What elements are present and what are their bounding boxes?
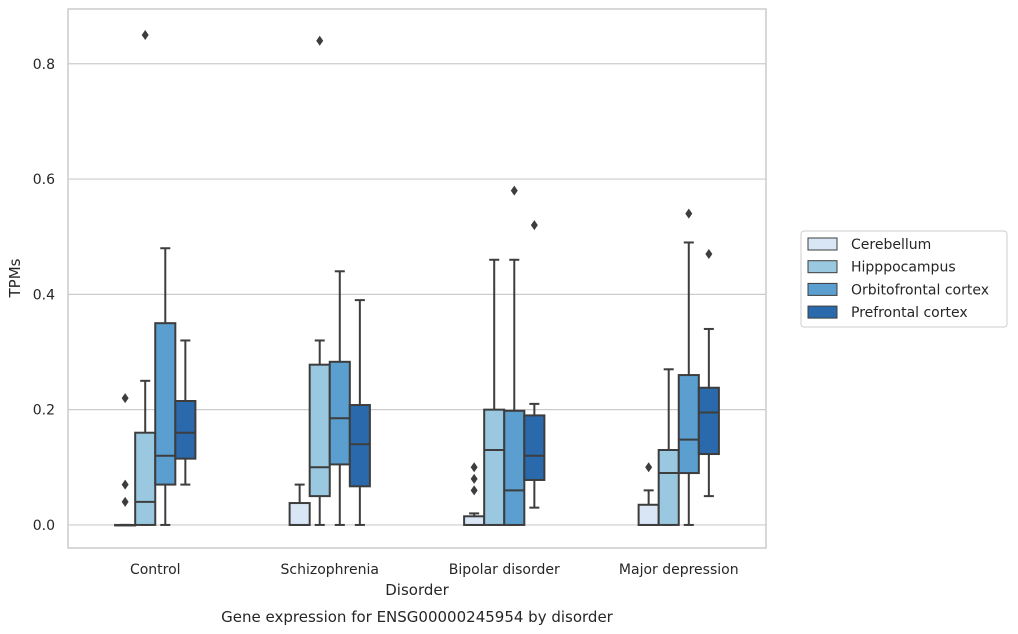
box-iqr bbox=[657, 449, 680, 526]
legend-label: Orbitofrontal cortex bbox=[851, 282, 989, 298]
box-cerebellum bbox=[288, 483, 311, 526]
box-iqr bbox=[288, 502, 311, 526]
legend-swatch bbox=[807, 305, 838, 319]
box-iqr bbox=[308, 363, 331, 498]
y-tick-labels: 0.0 0.2 0.4 0.6 0.8 bbox=[33, 57, 55, 534]
legend-swatch bbox=[807, 237, 838, 251]
box-hipppocampus bbox=[483, 258, 506, 526]
box-iqr bbox=[483, 408, 506, 526]
box-iqr bbox=[523, 414, 546, 481]
box-iqr bbox=[154, 322, 177, 486]
outlier-point bbox=[121, 479, 129, 490]
y-tick-label: 0.4 bbox=[33, 287, 55, 303]
box-prefrontal-cortex bbox=[348, 299, 371, 526]
legend-label: Hipppocampus bbox=[851, 260, 956, 276]
box-prefrontal-cortex bbox=[174, 339, 197, 486]
legend-frame bbox=[800, 230, 1008, 328]
legend: Cerebellum Hipppocampus Orbitofrontal cort… bbox=[800, 230, 1008, 328]
outlier-point bbox=[705, 249, 713, 259]
outlier-point bbox=[141, 29, 149, 40]
legend-label: Cerebellum bbox=[851, 237, 931, 253]
y-tick-label: 0.6 bbox=[33, 172, 55, 188]
x-tick-label: Control bbox=[130, 562, 181, 578]
outlier-point bbox=[685, 208, 693, 219]
outlier-point bbox=[470, 462, 478, 473]
box-iqr bbox=[677, 374, 700, 475]
y-tick-label: 0.8 bbox=[33, 57, 55, 73]
outlier-point bbox=[645, 462, 653, 473]
box-iqr bbox=[174, 400, 197, 460]
legend-swatch bbox=[807, 282, 838, 296]
box-orbitofrontal-cortex bbox=[503, 185, 526, 526]
outlier-point bbox=[530, 220, 538, 231]
box-iqr bbox=[637, 503, 660, 526]
x-tick-label: Major depression bbox=[619, 562, 739, 578]
outlier-point bbox=[470, 485, 478, 496]
outlier-point bbox=[121, 496, 129, 507]
box-iqr bbox=[697, 386, 720, 456]
box-hipppocampus bbox=[308, 35, 331, 526]
outlier-point bbox=[121, 393, 129, 404]
legend-label: Prefrontal cortex bbox=[851, 305, 968, 321]
box-iqr bbox=[463, 515, 486, 526]
box-prefrontal-cortex bbox=[697, 249, 720, 498]
legend-swatch bbox=[807, 260, 838, 274]
box-iqr bbox=[134, 431, 157, 526]
box-hipppocampus bbox=[657, 368, 680, 526]
box-cerebellum bbox=[637, 462, 660, 526]
box-iqr bbox=[503, 409, 526, 526]
box-iqr bbox=[328, 360, 351, 466]
box-cerebellum bbox=[114, 393, 137, 527]
x-tick-label: Bipolar disorder bbox=[449, 562, 560, 578]
plot-frame bbox=[67, 8, 767, 549]
outlier-point bbox=[470, 473, 478, 484]
outlier-point bbox=[510, 185, 518, 196]
y-axis-label: TPMs bbox=[6, 258, 24, 298]
y-tick-label: 0.0 bbox=[33, 518, 55, 534]
box-hipppocampus bbox=[134, 29, 157, 526]
box-cerebellum bbox=[463, 462, 486, 526]
x-axis-label: Disorder bbox=[385, 581, 449, 599]
box-iqr bbox=[348, 404, 371, 488]
outlier-point bbox=[316, 35, 324, 46]
y-tick-label: 0.2 bbox=[33, 403, 55, 419]
box-orbitofrontal-cortex bbox=[677, 208, 700, 526]
boxes-layer bbox=[114, 29, 720, 527]
chart-caption: Gene expression for ENSG00000245954 by d… bbox=[221, 608, 614, 626]
box-orbitofrontal-cortex bbox=[154, 247, 177, 526]
x-tick-label: Schizophrenia bbox=[281, 562, 379, 578]
box-prefrontal-cortex bbox=[523, 220, 546, 509]
x-tick-labels: Control Schizophrenia Bipolar disorder Majo… bbox=[130, 562, 739, 578]
